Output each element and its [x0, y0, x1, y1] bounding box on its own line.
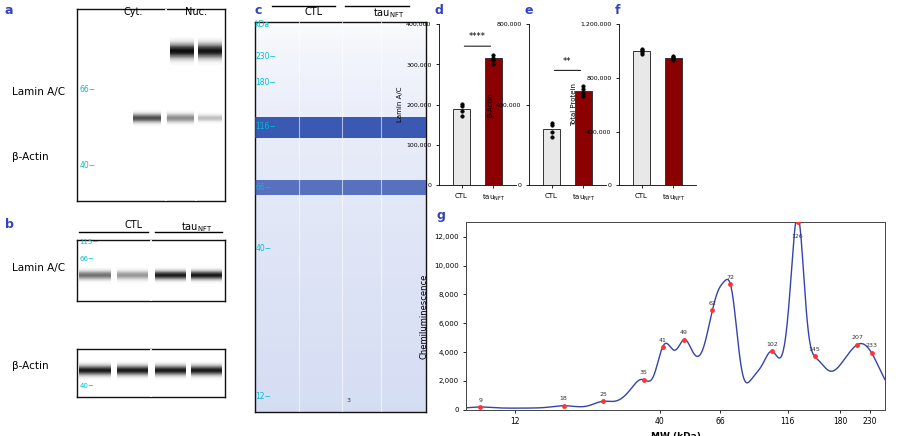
Bar: [543, 129, 561, 185]
Bar: [664, 58, 682, 185]
Point: [576, 83, 590, 90]
Text: 3: 3: [346, 399, 350, 403]
Point: [544, 119, 559, 126]
Text: 207: 207: [851, 335, 863, 341]
Text: β-Actin: β-Actin: [12, 152, 49, 162]
Point: [486, 54, 500, 61]
Point: [486, 61, 500, 68]
Point: [634, 47, 649, 54]
Text: 102: 102: [766, 342, 778, 347]
Bar: [574, 91, 592, 185]
Bar: [484, 58, 502, 185]
Text: **: **: [563, 57, 572, 66]
Text: e: e: [525, 4, 533, 17]
Text: β-Actin: β-Actin: [12, 361, 49, 371]
Point: [454, 100, 469, 107]
Text: Lamin A/C: Lamin A/C: [12, 87, 65, 96]
Text: 230−: 230−: [256, 52, 276, 61]
Point: [454, 112, 469, 119]
Point: [454, 108, 469, 115]
Text: ****: ****: [469, 31, 486, 41]
Point: [576, 85, 590, 92]
Point: [634, 48, 649, 55]
Text: 126: 126: [792, 234, 804, 239]
Point: [454, 102, 469, 109]
Bar: [633, 51, 651, 185]
Text: Nuc.: Nuc.: [185, 7, 207, 17]
X-axis label: MW (kDa): MW (kDa): [651, 432, 700, 436]
Text: 66−: 66−: [79, 256, 94, 262]
Text: 18: 18: [560, 396, 568, 402]
Text: g: g: [436, 209, 446, 222]
Text: 40−: 40−: [256, 244, 272, 253]
Y-axis label: Chemiluminescence: Chemiluminescence: [419, 273, 428, 359]
Text: 40−: 40−: [79, 161, 95, 170]
Text: 41: 41: [659, 337, 667, 343]
Point: [486, 52, 500, 59]
Bar: [453, 109, 471, 185]
Text: f: f: [615, 4, 620, 17]
Text: 233: 233: [866, 344, 878, 348]
Text: CTL: CTL: [124, 220, 142, 230]
Text: 180−: 180−: [256, 78, 276, 87]
Text: 40−: 40−: [79, 383, 94, 389]
Point: [576, 89, 590, 96]
Point: [544, 128, 559, 135]
Point: [666, 57, 680, 64]
Point: [666, 55, 680, 62]
Y-axis label: Total Protein: Total Protein: [572, 83, 578, 126]
Text: 72: 72: [726, 275, 734, 280]
Text: 145: 145: [808, 347, 821, 352]
Text: a: a: [4, 4, 13, 17]
Point: [544, 121, 559, 128]
Bar: [255, 180, 426, 195]
Text: b: b: [4, 218, 13, 231]
Point: [666, 52, 680, 59]
Point: [486, 57, 500, 64]
Text: 62: 62: [708, 301, 716, 306]
Text: 49: 49: [680, 330, 688, 335]
Point: [576, 92, 590, 99]
Text: 25: 25: [599, 392, 608, 397]
Text: Lamin A/C: Lamin A/C: [12, 263, 65, 273]
Point: [666, 54, 680, 61]
Text: d: d: [435, 4, 444, 17]
Text: tau$_{\mathregular{NFT}}$: tau$_{\mathregular{NFT}}$: [374, 7, 404, 20]
Text: c: c: [255, 4, 262, 17]
Text: CTL: CTL: [304, 7, 322, 17]
Text: 115−: 115−: [79, 239, 98, 245]
Text: kDa: kDa: [255, 20, 270, 29]
Text: 12−: 12−: [256, 392, 272, 401]
Y-axis label: β-Actin: β-Actin: [488, 92, 493, 117]
Text: 9: 9: [479, 398, 482, 403]
Bar: [255, 116, 426, 138]
Text: 35: 35: [640, 370, 648, 375]
Y-axis label: Lamin A/C: Lamin A/C: [398, 87, 403, 123]
Text: Cyt.: Cyt.: [123, 7, 143, 17]
Point: [634, 45, 649, 52]
Text: 66−: 66−: [79, 85, 95, 94]
Text: tau$_{\mathregular{NFT}}$: tau$_{\mathregular{NFT}}$: [181, 220, 211, 234]
Point: [544, 133, 559, 140]
Point: [634, 51, 649, 58]
Text: 116−: 116−: [256, 122, 276, 131]
Text: 66−: 66−: [256, 183, 272, 192]
